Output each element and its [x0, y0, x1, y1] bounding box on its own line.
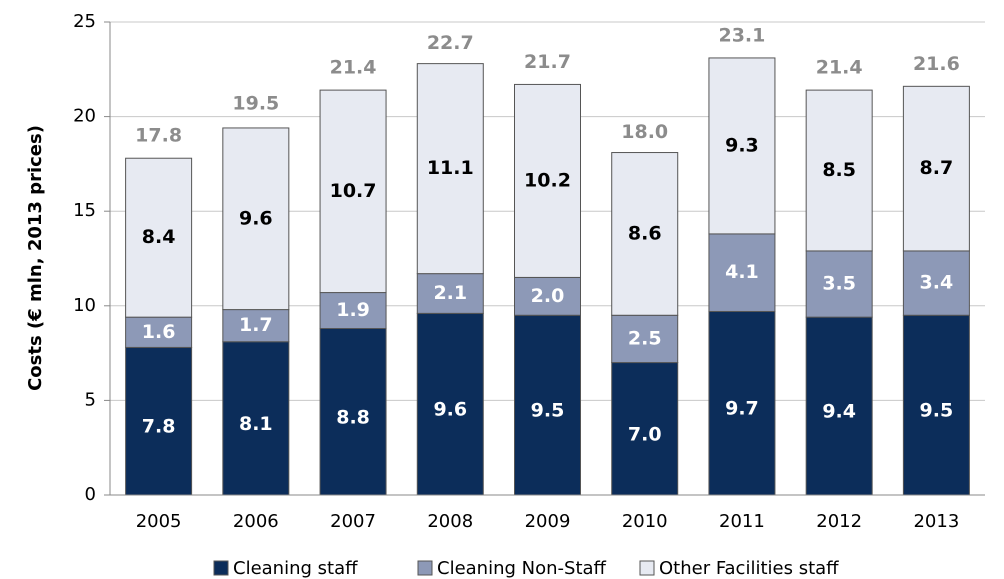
bar-segment	[611, 314, 679, 364]
bar-segment	[416, 312, 484, 496]
bar-segment	[805, 316, 873, 496]
bar-segment	[708, 233, 776, 312]
value-label: 2.0	[531, 285, 565, 307]
total-label: 21.7	[524, 51, 571, 73]
x-tick-label: 2011	[719, 511, 765, 532]
bar-segment	[514, 276, 581, 316]
x-tick-label: 2009	[525, 511, 571, 532]
value-label: 8.8	[336, 406, 370, 428]
x-tick-label: 2012	[816, 511, 862, 532]
legend-label: Other Facilities staff	[659, 558, 839, 579]
x-tick-label: 2005	[136, 511, 182, 532]
bar-segment	[125, 316, 193, 348]
total-label: 21.4	[330, 57, 377, 79]
x-tick-label: 2013	[913, 511, 959, 532]
total-label: 18.0	[621, 121, 668, 143]
bar-segment	[319, 292, 387, 330]
value-label: 9.5	[920, 400, 954, 422]
value-label: 4.1	[725, 261, 759, 283]
bar-segment	[125, 157, 193, 318]
total-label: 19.5	[232, 93, 279, 115]
y-tick-label: 25	[73, 11, 96, 32]
value-label: 1.7	[239, 314, 273, 336]
bar-segment	[125, 346, 193, 496]
y-tick-label: 0	[85, 484, 96, 505]
value-label: 8.1	[239, 413, 273, 435]
bar-segment	[708, 57, 776, 235]
x-tick-label: 2006	[233, 511, 279, 532]
x-tick-label: 2010	[622, 511, 668, 532]
value-label: 11.1	[427, 157, 474, 179]
bar-segment	[222, 309, 290, 343]
x-tick-label: 2008	[427, 511, 473, 532]
bar-segment	[514, 314, 581, 496]
value-label: 2.1	[433, 282, 467, 304]
value-label: 3.4	[920, 272, 954, 294]
bar-segment	[611, 152, 679, 316]
total-label: 22.7	[427, 32, 474, 54]
value-label: 7.0	[628, 423, 662, 445]
bar-segment	[902, 250, 970, 316]
value-label: 9.3	[725, 134, 759, 156]
value-label: 7.8	[142, 416, 176, 438]
x-tick-label: 2007	[330, 511, 376, 532]
bar-segment	[319, 328, 387, 496]
value-label: 1.6	[142, 321, 176, 343]
y-axis-title: Costs (€ mln, 2013 prices)	[25, 125, 46, 391]
total-label: 21.6	[913, 53, 960, 75]
bar-segment	[222, 127, 290, 311]
bar-segment	[805, 250, 873, 318]
value-label: 8.5	[822, 159, 856, 181]
value-label: 8.4	[142, 226, 176, 248]
value-label: 10.2	[524, 169, 571, 191]
bar-segment	[805, 89, 873, 252]
bar-segment	[514, 83, 581, 278]
value-label: 9.6	[433, 399, 467, 421]
value-label: 8.6	[628, 222, 662, 244]
y-tick-label: 10	[73, 295, 96, 316]
y-tick-label: 20	[73, 106, 96, 127]
value-label: 3.5	[822, 273, 856, 295]
value-label: 2.5	[628, 327, 662, 349]
value-label: 9.5	[531, 400, 565, 422]
legend-label: Cleaning Non-Staff	[437, 558, 607, 579]
bar-segment	[902, 314, 970, 496]
bar-segment	[611, 362, 679, 496]
total-label: 21.4	[816, 57, 863, 79]
bar-segment	[416, 63, 484, 275]
value-label: 8.7	[920, 157, 954, 179]
value-label: 9.6	[239, 207, 273, 229]
y-tick-label: 15	[73, 200, 96, 221]
legend-swatch	[417, 560, 433, 576]
legend-label: Cleaning staff	[233, 558, 358, 579]
y-tick-label: 5	[85, 389, 96, 410]
legend-swatch	[213, 560, 229, 576]
legend-swatch	[639, 560, 655, 576]
value-label: 9.4	[822, 401, 856, 423]
bar-segment	[319, 89, 387, 294]
value-label: 1.9	[336, 299, 370, 321]
total-label: 23.1	[718, 24, 765, 46]
value-label: 10.7	[330, 180, 377, 202]
total-label: 17.8	[135, 125, 182, 147]
bar-segment	[902, 85, 970, 252]
value-label: 9.7	[725, 398, 759, 420]
